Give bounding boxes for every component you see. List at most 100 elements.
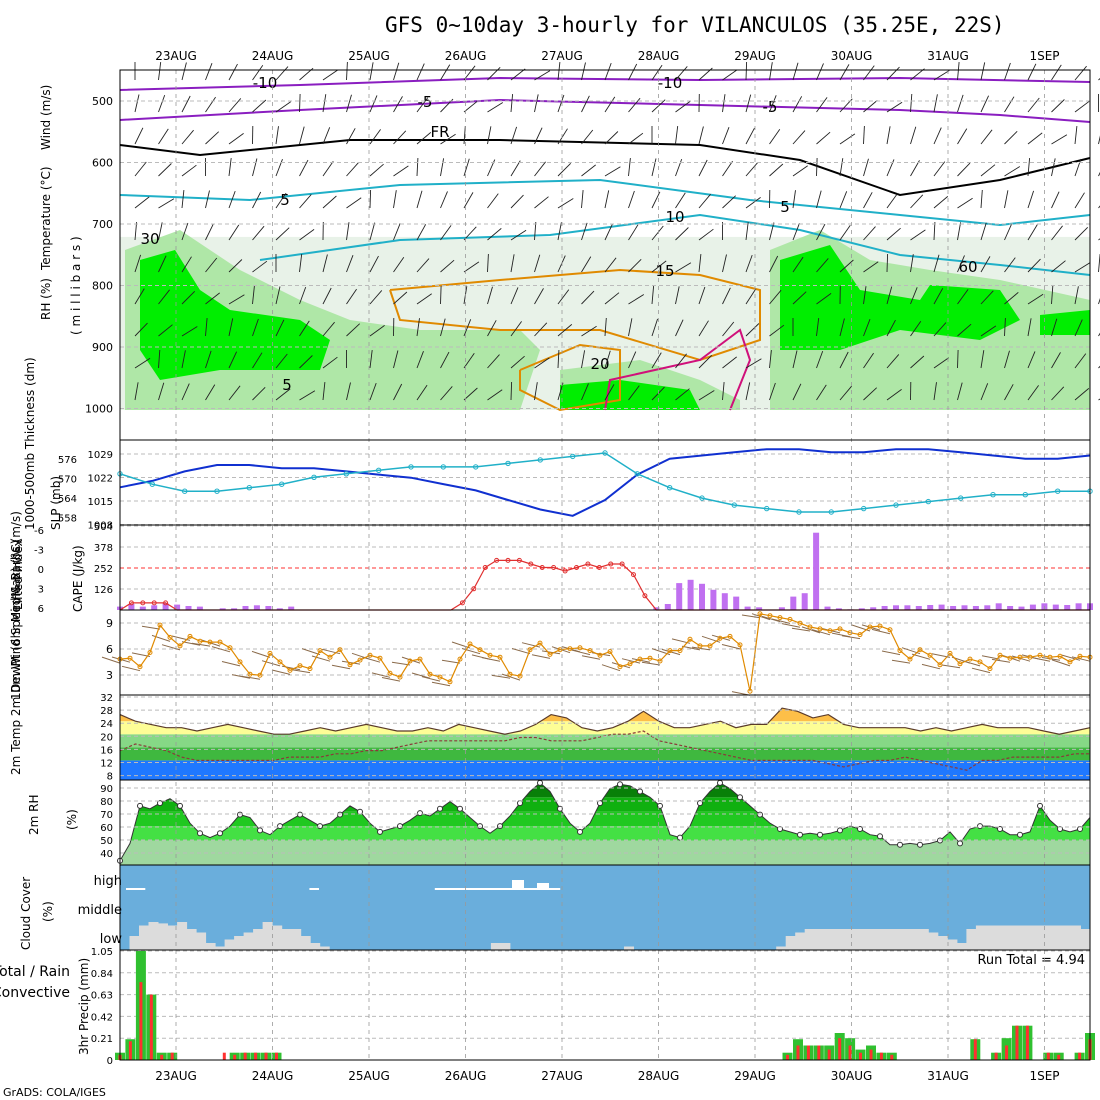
top-date-label-8: 31AUG (927, 49, 969, 63)
thickness-point-24 (893, 502, 899, 508)
cloud-level-label-1: middle (78, 903, 122, 918)
wind-barb-24-8 (698, 320, 709, 337)
wind-point-38 (497, 654, 503, 660)
wind-barb-29-6 (816, 258, 829, 273)
wind-barb-small-35 (451, 641, 471, 649)
wind-barb-27-7 (769, 289, 782, 305)
wind-barb-36-7 (980, 290, 994, 305)
wind-barb-31-1 (863, 100, 878, 113)
wind-barb-32-8 (886, 319, 896, 337)
wind-barb-38-2 (1027, 132, 1043, 145)
rh-point-16 (277, 823, 283, 830)
li-point-33 (494, 557, 500, 563)
wind-barb-24-6 (698, 254, 702, 273)
cape-bar-54 (733, 596, 740, 610)
wind-barb-11-9 (393, 350, 399, 369)
wind-barb-7-8 (299, 320, 310, 337)
li-point-38 (551, 565, 557, 570)
wind-barb-31-9 (863, 352, 874, 369)
wind-barb-15-8 (487, 320, 497, 337)
isotherm-line-3 (119, 178, 1091, 227)
thickness-left-tick-3: 558 (58, 514, 77, 525)
wind-barb-29-7 (816, 293, 832, 305)
wind-barb-6-7 (275, 286, 281, 305)
slp-ylabel: SLP (mb) (49, 476, 63, 530)
wind-point-35 (467, 641, 473, 647)
wind-barb-15-2 (487, 126, 492, 145)
wind-point-78 (897, 648, 903, 654)
wind-barb-13-5 (440, 225, 452, 241)
wind-barb-40-2 (1074, 126, 1078, 145)
wind-barb-15-4 (487, 193, 499, 209)
wind-point-90 (1017, 654, 1023, 660)
precip-ytick-3: 0.42 (91, 1012, 113, 1023)
wind-barb-14-10 (463, 387, 478, 401)
wind-barb-39-0 (1051, 64, 1062, 81)
precip-conv-bar-64 (786, 1054, 789, 1060)
rh-point-8 (197, 830, 203, 837)
wind-barb-21-6 (628, 258, 642, 273)
precip-conv-bar-66 (806, 1045, 810, 1060)
wind-barb-33-0 (910, 68, 925, 81)
wind-barb-28-6 (792, 256, 804, 273)
wind-barb-30-4 (839, 191, 848, 209)
wind-barb-23-1 (675, 101, 691, 113)
wind-point-26 (377, 655, 383, 661)
cloud-low-100 (1071, 925, 1081, 950)
cape-bar-4 (162, 603, 169, 610)
precip-ytick-0: 1.05 (91, 947, 113, 958)
top-date-label-1: 24AUG (252, 49, 294, 63)
wind-barb-30-2 (839, 133, 856, 145)
cloud-low-14 (253, 929, 264, 950)
rh-point-50 (617, 781, 623, 788)
wind-barb-26-7 (745, 288, 757, 305)
precip-conv-bar-2 (139, 982, 143, 1060)
cloud-low-16 (272, 925, 283, 950)
cloud-low-101 (1080, 929, 1091, 950)
wind-barb-40-5 (1074, 226, 1089, 241)
wind-barb-39-9 (1051, 352, 1061, 369)
wind-barb-40-1 (1074, 100, 1090, 113)
precip-conv-bar-69 (838, 1038, 842, 1060)
wind-barb-34-8 (933, 322, 947, 337)
rh-ytick-1: 80 (100, 797, 113, 808)
wind-barb-5-9 (252, 352, 263, 369)
li-point-3 (151, 600, 157, 606)
wind-point-8 (197, 638, 203, 644)
wind-barb-24-10 (698, 390, 715, 401)
wind-point-64 (757, 611, 763, 617)
wind-barb-33-7 (910, 287, 918, 305)
rh-point-62 (737, 794, 743, 801)
cape-bar-51 (699, 583, 705, 610)
rh-point-80 (917, 841, 923, 848)
cape-bar-65 (858, 608, 865, 610)
li-point-46 (642, 593, 648, 599)
wind-point-95 (1067, 659, 1073, 665)
wind-barb-10-4 (369, 189, 372, 209)
wind-barb-9-0 (346, 61, 348, 81)
cloud-low-74 (823, 929, 834, 950)
cloud-ylabel-unit: (%) (41, 901, 55, 922)
wind-point-71 (827, 628, 833, 634)
wind-point-22 (337, 647, 343, 653)
wind-point-30 (417, 656, 423, 662)
wind-point-58 (697, 643, 703, 649)
wind-barb-small-58 (681, 645, 701, 651)
wind-barb-13-3 (440, 158, 445, 177)
wind-barb-33-1 (910, 93, 913, 113)
wind-barb-21-0 (628, 63, 638, 81)
wind-barb-1-8 (158, 324, 173, 337)
wind-point-33 (447, 679, 453, 685)
wind-barb-25-4 (722, 195, 737, 209)
li-point-35 (516, 557, 522, 563)
precip-conv-bar-13 (254, 1052, 258, 1060)
wind-barb-40-9 (1074, 353, 1087, 369)
wind-barb-small-78 (881, 650, 901, 656)
wind-barb-32-5 (886, 227, 901, 241)
wind-ytick-0: 9 (106, 617, 113, 630)
cloud-low-19 (300, 936, 311, 950)
bottom-date-label-0: 23AUG (155, 1069, 197, 1083)
thickness-point-6 (311, 474, 317, 480)
wind-barb-28-3 (792, 165, 808, 177)
wind-barb-21-7 (628, 294, 645, 305)
